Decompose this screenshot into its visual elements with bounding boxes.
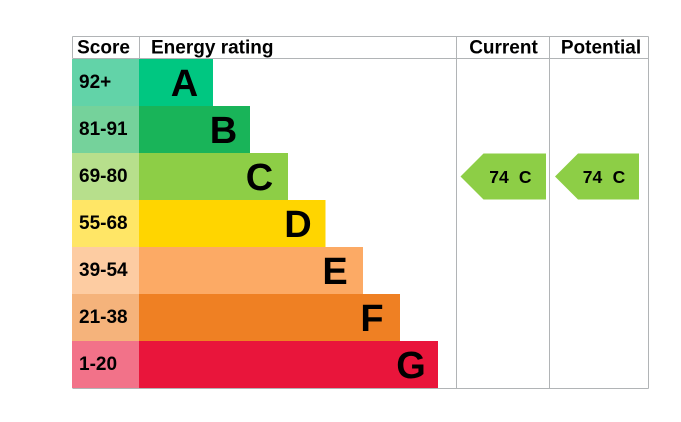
svg-text:F: F bbox=[360, 298, 383, 340]
svg-text:C: C bbox=[519, 167, 532, 187]
svg-text:39-54: 39-54 bbox=[79, 260, 128, 281]
svg-text:Potential: Potential bbox=[561, 38, 641, 59]
svg-text:81-91: 81-91 bbox=[79, 119, 128, 140]
svg-text:69-80: 69-80 bbox=[79, 166, 128, 187]
svg-text:92+: 92+ bbox=[79, 72, 111, 93]
svg-text:21-38: 21-38 bbox=[79, 307, 128, 328]
svg-text:C: C bbox=[246, 157, 273, 199]
svg-text:G: G bbox=[396, 345, 426, 387]
svg-text:B: B bbox=[210, 110, 237, 152]
svg-text:55-68: 55-68 bbox=[79, 213, 128, 234]
svg-text:1-20: 1-20 bbox=[79, 354, 117, 375]
svg-text:Current: Current bbox=[469, 38, 538, 59]
svg-text:Energy rating: Energy rating bbox=[151, 38, 273, 59]
svg-text:E: E bbox=[322, 251, 347, 293]
svg-text:74: 74 bbox=[489, 167, 509, 187]
svg-text:D: D bbox=[284, 204, 311, 246]
svg-text:A: A bbox=[171, 63, 198, 105]
svg-text:C: C bbox=[613, 167, 626, 187]
svg-text:Score: Score bbox=[77, 38, 130, 59]
svg-text:74: 74 bbox=[583, 167, 603, 187]
